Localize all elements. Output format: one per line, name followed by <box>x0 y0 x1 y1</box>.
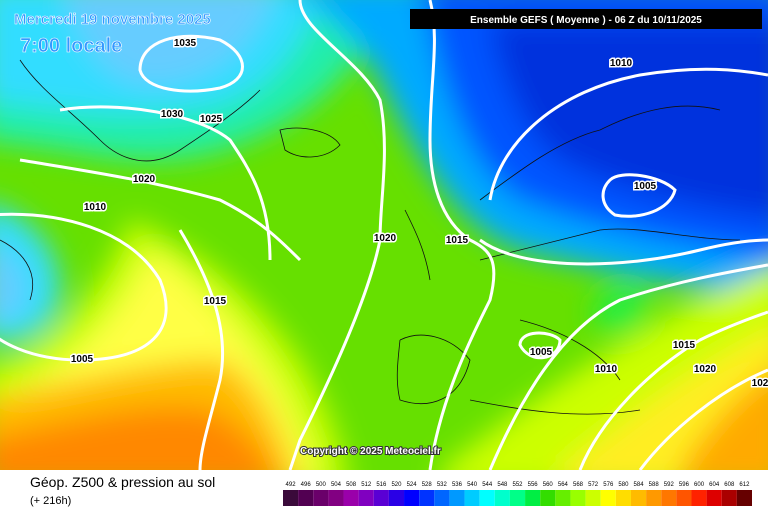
legend-swatch <box>540 490 556 506</box>
run-info: Ensemble GEFS ( Moyenne ) - 06 Z du 10/1… <box>470 15 702 26</box>
isobar-label: 1020 <box>374 233 397 244</box>
isobar-label: 1010 <box>84 202 107 213</box>
legend-swatch <box>449 490 465 506</box>
legend-swatch <box>600 490 616 506</box>
legend-label: 500 <box>316 482 327 488</box>
legend-label: 612 <box>739 482 750 488</box>
legend-label: 568 <box>573 482 584 488</box>
isobar-label: 1015 <box>673 340 696 351</box>
legend-swatch <box>721 490 737 506</box>
legend-swatch <box>736 490 752 506</box>
legend-swatch <box>358 490 374 506</box>
legend-label: 580 <box>618 482 629 488</box>
isobar-label: 1030 <box>161 109 184 120</box>
legend-label: 520 <box>391 482 402 488</box>
legend-label: 540 <box>467 482 478 488</box>
run-box <box>410 9 762 29</box>
legend-swatch <box>525 490 541 506</box>
footer-title: Géop. Z500 & pression au sol <box>30 474 215 490</box>
legend-label: 536 <box>452 482 463 488</box>
isobar-label: 1005 <box>530 347 553 358</box>
legend: 492 496 500 504 508 512 516 520 524 528 532 536 540 5… <box>283 482 752 506</box>
legend-label: 596 <box>679 482 690 488</box>
legend-swatch <box>388 490 405 506</box>
legend-swatch <box>585 490 601 506</box>
legend-swatch <box>661 490 677 506</box>
legend-swatch <box>464 490 480 506</box>
legend-label: 516 <box>376 482 387 488</box>
isobar-label: 102 <box>752 378 768 389</box>
isobar-label: 1020 <box>694 364 717 375</box>
legend-label: 504 <box>331 482 342 488</box>
footer-lead: (+ 216h) <box>30 495 71 507</box>
legend-label: 552 <box>512 482 523 488</box>
legend-label: 496 <box>301 482 312 488</box>
legend-swatch <box>494 490 510 506</box>
legend-label: 532 <box>437 482 448 488</box>
legend-swatch <box>434 490 450 506</box>
legend-label: 556 <box>528 482 539 488</box>
map-area: 1035 1030 1025 1020 1010 1015 1005 1010 1005 1020… <box>0 0 768 470</box>
legend-label: 572 <box>588 482 599 488</box>
legend-label: 524 <box>407 482 418 488</box>
copyright: Copyright © 2025 Meteociel.fr <box>300 446 441 457</box>
isobar-label: 1020 <box>133 174 156 185</box>
legend-label: 588 <box>649 482 660 488</box>
legend-swatch <box>404 490 420 506</box>
legend-swatch <box>313 490 329 506</box>
legend-label: 564 <box>558 482 569 488</box>
isobar-label: 1010 <box>610 58 633 69</box>
isobar-label: 1035 <box>174 38 197 49</box>
legend-swatch <box>555 490 571 506</box>
legend-label: 604 <box>709 482 720 488</box>
legend-swatch <box>646 490 662 506</box>
legend-swatch <box>630 490 647 506</box>
legend-swatch <box>615 490 631 506</box>
map-date: Mercredi 19 novembre 2025 <box>14 11 211 28</box>
legend-swatch <box>706 490 722 506</box>
legend-label: 508 <box>346 482 357 488</box>
legend-label: 608 <box>724 482 735 488</box>
legend-swatch <box>570 490 586 506</box>
legend-swatch <box>343 490 359 506</box>
legend-label: 560 <box>543 482 554 488</box>
isobar-label: 1005 <box>634 181 657 192</box>
legend-label: 600 <box>694 482 705 488</box>
legend-swatch <box>298 490 314 506</box>
legend-swatch <box>419 490 435 506</box>
legend-label: 548 <box>497 482 508 488</box>
legend-label: 576 <box>603 482 614 488</box>
map-time: 7:00 locale <box>20 35 122 57</box>
legend-swatch <box>509 490 526 506</box>
legend-label: 584 <box>634 482 645 488</box>
legend-swatch <box>676 490 692 506</box>
legend-label: 528 <box>422 482 433 488</box>
isobar-label: 1015 <box>204 296 227 307</box>
legend-label: 544 <box>482 482 493 488</box>
isobar-label: 1025 <box>200 114 223 125</box>
isobar-label: 1005 <box>71 354 94 365</box>
legend-swatch <box>283 490 299 506</box>
legend-label: 492 <box>286 482 297 488</box>
legend-swatch <box>328 490 344 506</box>
legend-swatch <box>479 490 495 506</box>
isobar-label: 1010 <box>595 364 618 375</box>
legend-label: 512 <box>361 482 372 488</box>
legend-label: 592 <box>664 482 675 488</box>
legend-swatch <box>373 490 389 506</box>
legend-swatch <box>691 490 707 506</box>
isobar-label: 1015 <box>446 235 469 246</box>
